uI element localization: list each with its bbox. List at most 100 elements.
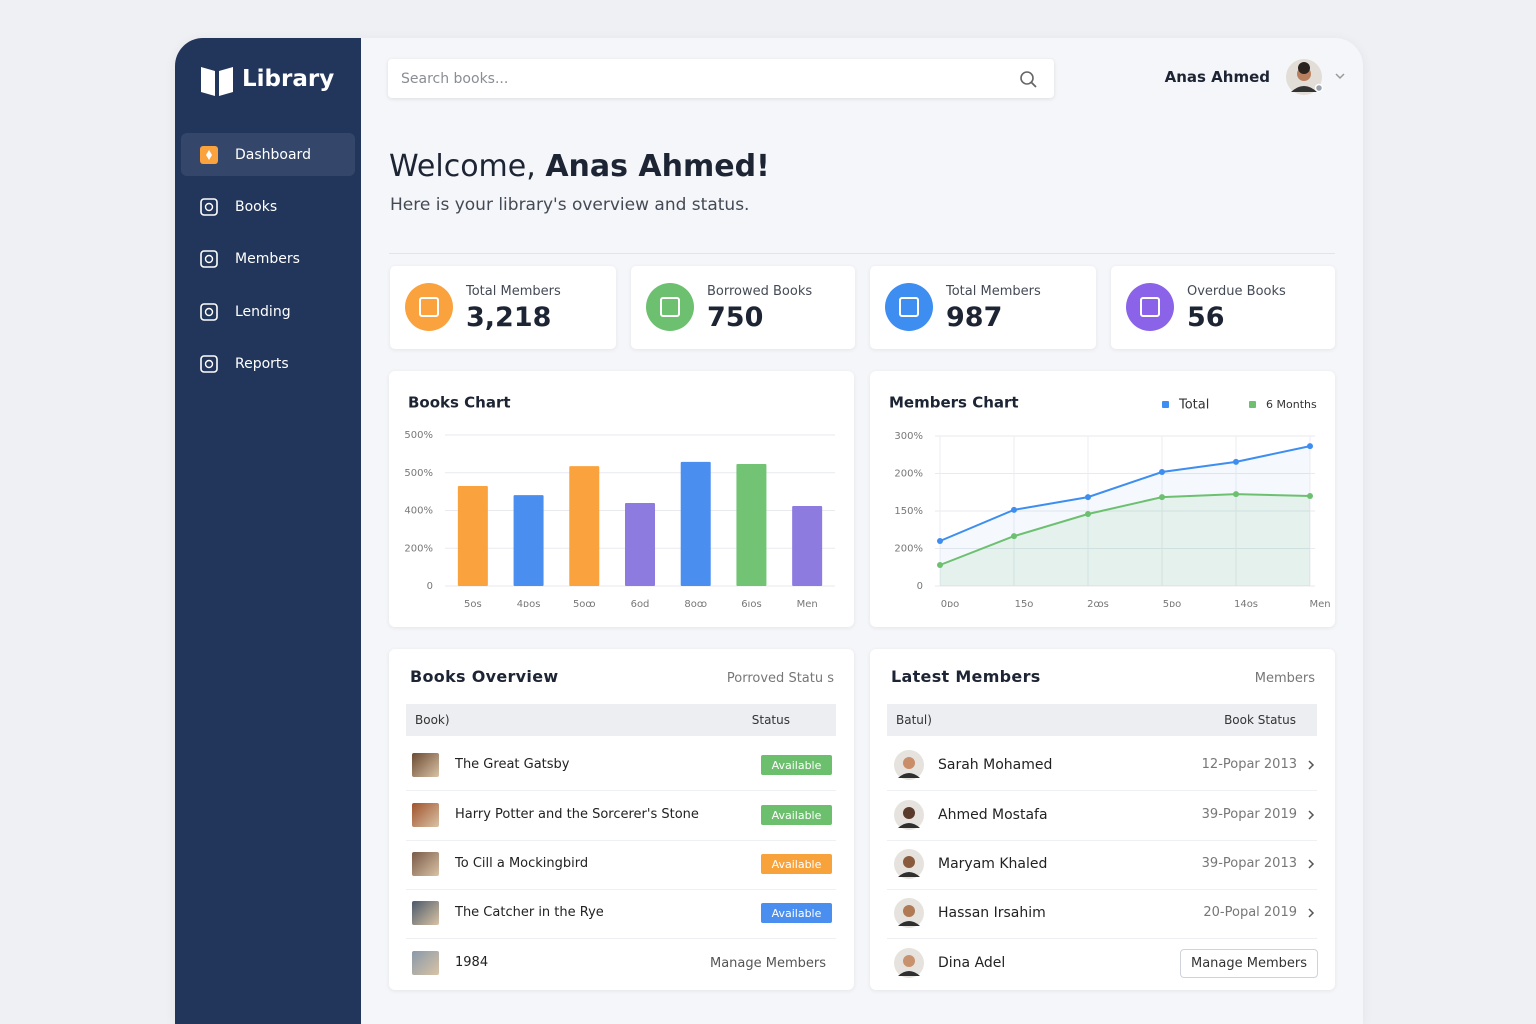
member-date: 20-Popal 2019 [1203, 905, 1297, 920]
book-thumbnail [412, 901, 439, 925]
series-point [1159, 494, 1165, 501]
x-tick-label: 6od [631, 599, 650, 610]
nav-item[interactable]: Dashboard [235, 147, 311, 163]
nav-item[interactable]: Lending [235, 303, 291, 320]
bar [513, 495, 544, 586]
member-name: Sarah Mohamed [938, 757, 1053, 773]
sidebar [175, 38, 361, 1024]
stat-icon-glyph [899, 297, 919, 317]
x-tick-label: 2ꝏs [1087, 599, 1109, 610]
row-chevron[interactable] [1306, 907, 1316, 919]
nav-item[interactable]: Reports [235, 355, 289, 372]
status-label: Available [771, 809, 822, 822]
y-tick-label: 200% [894, 469, 923, 480]
y-tick-label: 500% [404, 430, 433, 441]
nav-icon-glyph [206, 150, 212, 160]
divider [389, 253, 1335, 254]
row-divider [406, 790, 836, 791]
nav-icon [200, 302, 218, 321]
bar [792, 505, 823, 586]
stat-icon-glyph [660, 297, 680, 317]
action-button[interactable] [1180, 949, 1318, 978]
avatar-body [898, 872, 920, 877]
y-tick-label: 150% [894, 506, 923, 517]
action-label[interactable]: Manage Members [1190, 956, 1308, 971]
welcome-user: Anas Ahmed! [545, 149, 770, 184]
welcome-greeting: Welcome, [389, 149, 536, 184]
x-tick-label: Men [797, 599, 818, 610]
nav-item[interactable]: Members [235, 251, 300, 268]
chart-title: Books Chart [408, 394, 511, 412]
nav-item[interactable]: Books [235, 199, 278, 216]
avatar-body [898, 773, 920, 778]
table-header-bg [887, 704, 1317, 736]
book-thumbnail [412, 753, 439, 777]
legend-label: Total [1178, 398, 1209, 413]
table-filter[interactable]: Members [1254, 671, 1315, 686]
column-header: Book) [415, 713, 450, 727]
series-point [937, 562, 943, 568]
nav-icon-shape [200, 302, 218, 321]
status-badge [761, 903, 832, 923]
member-date: 12-Popar 2013 [1201, 757, 1297, 772]
row-chevron[interactable] [1306, 858, 1316, 870]
search-icon[interactable] [1019, 70, 1039, 90]
stat-icon [405, 283, 453, 331]
status-badge [761, 854, 832, 874]
y-tick-label: 500% [404, 468, 433, 479]
bar [457, 486, 488, 586]
book-title: 1984 [455, 955, 489, 970]
search-box[interactable] [388, 59, 1054, 98]
row-divider [887, 889, 1317, 890]
legend-swatch [1249, 401, 1256, 408]
row-divider [406, 840, 836, 841]
stat-label: Overdue Books [1187, 284, 1286, 299]
stat-value: 750 [707, 302, 764, 333]
book-title: To Cill a Mockingbird [455, 856, 589, 871]
table-title: Latest Members [891, 667, 1041, 686]
member-avatar [894, 750, 924, 780]
avatar-body [898, 823, 920, 828]
stat-icon [1126, 283, 1174, 331]
stat-label: Borrowed Books [707, 284, 813, 299]
x-tick-label: 8oꝏ [684, 599, 707, 610]
book-thumbnail [412, 852, 439, 876]
status-badge [761, 805, 832, 825]
bar [680, 461, 711, 586]
nav-icon-glyph [204, 307, 214, 316]
member-avatar [894, 800, 924, 830]
avatar-face [903, 856, 915, 868]
brand-name: Library [242, 66, 335, 92]
stat-label: Total Members [466, 284, 561, 299]
series-point [1011, 533, 1017, 540]
nav-icon [200, 146, 218, 164]
welcome-heading: Welcome, Anas Ahmed! [389, 152, 770, 182]
nav-icon-shape [200, 250, 218, 269]
stat-value: 56 [1187, 302, 1225, 333]
table-header-bg [406, 704, 836, 736]
row-divider [406, 889, 836, 890]
legend-swatch [1162, 401, 1169, 408]
series-point [1159, 469, 1165, 475]
user-name[interactable]: Anas Ahmed [1164, 68, 1270, 86]
user-avatar[interactable] [1285, 58, 1349, 98]
member-avatar [894, 849, 924, 879]
row-divider [887, 790, 1317, 791]
bar [625, 502, 655, 586]
x-tick-label: 14os [1234, 599, 1258, 610]
stat-value: 3,218 [466, 302, 552, 333]
member-name: Ahmed Mostafa [938, 807, 1048, 823]
stat-value: 987 [946, 302, 1003, 333]
chevron [1308, 859, 1315, 869]
y-tick-label: 0 [427, 581, 433, 592]
table-action[interactable]: Manage Members [710, 956, 827, 971]
member-avatar [894, 898, 924, 928]
bar [569, 466, 600, 586]
row-divider [887, 840, 1317, 841]
row-chevron[interactable] [1306, 809, 1316, 821]
series-area [940, 446, 1310, 586]
stat-label: Total Members [946, 284, 1041, 299]
row-chevron[interactable] [1306, 759, 1316, 771]
x-tick-label: 5os [464, 599, 482, 610]
table-filter[interactable]: Porroved Statu s [726, 671, 834, 686]
